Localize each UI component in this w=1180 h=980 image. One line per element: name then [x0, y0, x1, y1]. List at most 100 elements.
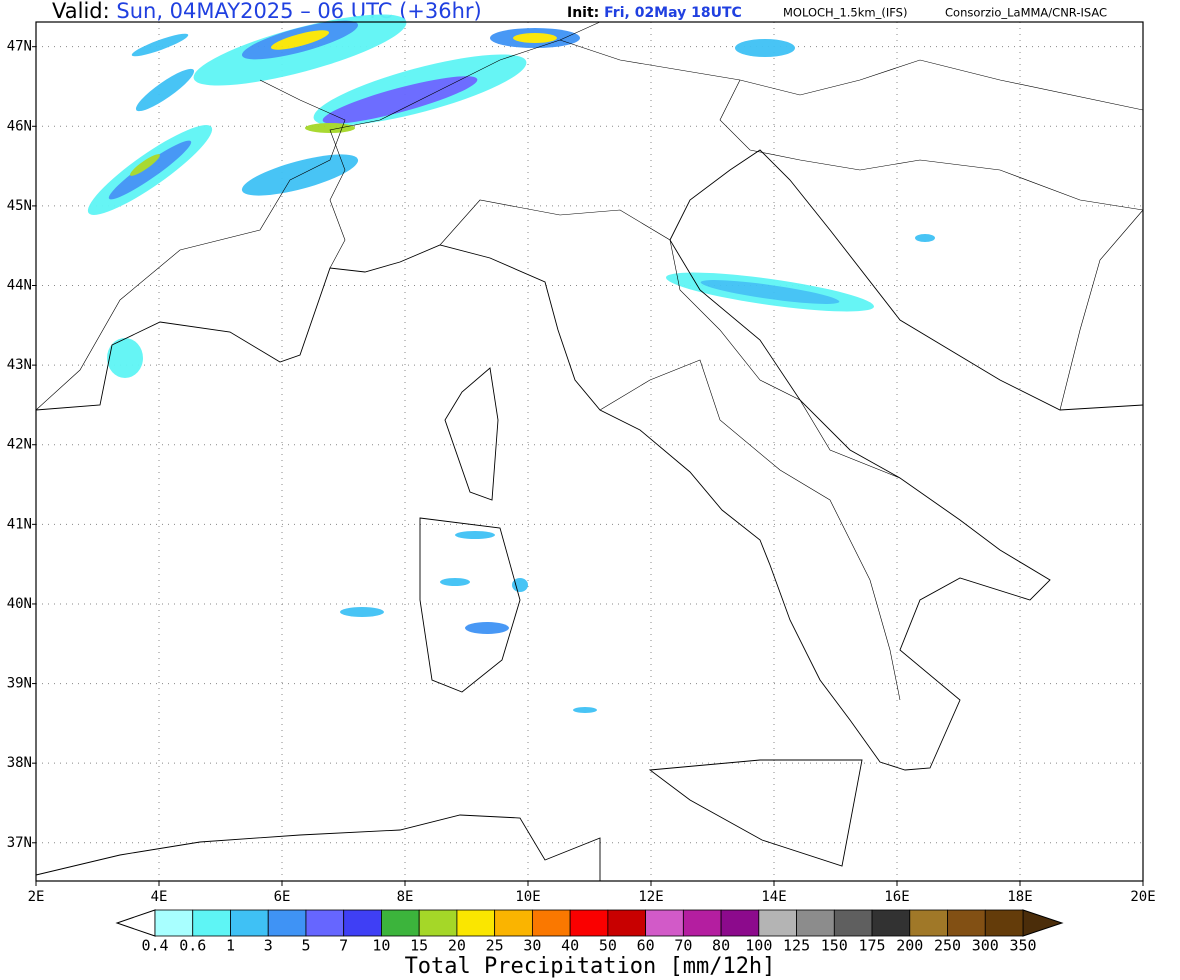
colorbar-box: [947, 909, 986, 937]
valid-label: Valid:: [52, 0, 110, 23]
precipitation: [87, 14, 935, 713]
precip-area: [135, 68, 195, 112]
y-tick-label: 38N: [7, 755, 32, 771]
colorbar-over: [1022, 909, 1064, 937]
x-tick-label: 18E: [1007, 889, 1032, 905]
colorbar-box: [154, 909, 194, 937]
colorbar-box: [871, 909, 911, 937]
precip-area: [735, 39, 795, 57]
colorbar-label: 30: [523, 937, 541, 955]
init-time: Fri, 02May 18UTC: [604, 5, 742, 21]
colorbar-box: [494, 909, 533, 937]
map-frame: [35, 21, 1144, 882]
colorbar-label: 150: [821, 937, 848, 955]
colorbar-box: [267, 909, 307, 937]
border: [35, 79, 346, 411]
border: [559, 39, 1144, 111]
header-valid: Valid: Sun, 04MAY2025 – 06 UTC (+36hr): [52, 0, 482, 23]
border: [329, 21, 601, 269]
legend-title: Total Precipitation [mm/12h]: [405, 954, 776, 979]
colorbar-label: 80: [712, 937, 730, 955]
x-tick-label: 2E: [28, 889, 45, 905]
precip-area: [700, 280, 840, 304]
precip-area: [340, 607, 384, 617]
colorbar-box: [343, 909, 382, 937]
header-init: Init: Fri, 02May 18UTC: [567, 5, 742, 21]
colorbar-label: 250: [934, 937, 961, 955]
y-tick-label: 47N: [7, 39, 32, 55]
colorbar-box: [569, 909, 609, 937]
colorbar-label: 3: [264, 937, 273, 955]
colorbar-label: 25: [486, 937, 504, 955]
colorbar-box: [456, 909, 496, 937]
colorbar-label: 175: [858, 937, 885, 955]
colorbar-box: [607, 909, 647, 937]
y-tick-label: 39N: [7, 676, 32, 692]
precip-area: [270, 30, 330, 50]
colorbar-label: 100: [745, 937, 772, 955]
x-tick-label: 8E: [397, 889, 414, 905]
colorbar-label: 40: [561, 937, 579, 955]
colorbar-box: [305, 909, 345, 937]
coastline: [35, 149, 1144, 771]
colorbar-label: 0.4: [141, 937, 168, 955]
x-tick-label: 12E: [638, 889, 663, 905]
colorbar-label: 0.6: [179, 937, 206, 955]
corsica: [444, 367, 499, 501]
colorbar-box: [682, 909, 722, 937]
colorbar-box: [909, 909, 948, 937]
colorbar-label: 10: [372, 937, 390, 955]
colorbar-box: [720, 909, 760, 937]
colorbar-box: [758, 909, 797, 937]
colorbar-label: 7: [339, 937, 348, 955]
y-tick-label: 40N: [7, 596, 32, 612]
precip-area: [130, 154, 160, 176]
valid-time: Sun, 04MAY2025 – 06 UTC (+36hr): [116, 0, 481, 23]
border: [599, 359, 901, 701]
precip-area: [107, 338, 143, 378]
y-tick-label: 43N: [7, 357, 32, 373]
colorbar-label: 300: [972, 937, 999, 955]
colorbar-box: [531, 909, 571, 937]
colorbar-under: [115, 909, 156, 937]
y-tick-label: 44N: [7, 278, 32, 294]
precip-area: [108, 140, 192, 200]
colorbar-box: [833, 909, 873, 937]
y-tick-label: 37N: [7, 835, 32, 851]
precip-area: [322, 76, 478, 124]
precip-area: [440, 578, 470, 586]
precip-area: [305, 123, 355, 133]
colorbar-label: 70: [674, 937, 692, 955]
grid: [36, 22, 1143, 881]
colorbar-box: [418, 909, 458, 937]
colorbar-label: 15: [410, 937, 428, 955]
colorbar-box: [381, 909, 420, 937]
colorbar-label: 60: [637, 937, 655, 955]
colorbar: 0.4 0.6 1 3 5 7 10 15 20 25 30 40 50 60 70 80 100 125 150 1…: [115, 909, 1064, 955]
colorbar-label: 350: [1009, 937, 1036, 955]
precip-area: [512, 578, 528, 592]
y-tick-label: 41N: [7, 516, 32, 532]
colorbar-box: [645, 909, 684, 937]
y-tick-label: 45N: [7, 198, 32, 214]
colorbar-label: 5: [301, 937, 310, 955]
init-label: Init:: [567, 5, 599, 21]
colorbar-label: 200: [896, 937, 923, 955]
colorbar-label: 125: [783, 937, 810, 955]
colorbar-label: 50: [599, 937, 617, 955]
colorbar-box: [192, 909, 231, 937]
colorbar-box: [230, 909, 269, 937]
x-tick-label: 14E: [761, 889, 786, 905]
x-tick-label: 6E: [274, 889, 291, 905]
y-tick-label: 46N: [7, 118, 32, 134]
precip-area: [573, 707, 597, 713]
x-tick-label: 4E: [151, 889, 168, 905]
y-tick-label: 42N: [7, 437, 32, 453]
colorbar-label: 1: [226, 937, 235, 955]
precip-area: [455, 531, 495, 539]
model-name: MOLOCH_1.5km_(IFS): [783, 6, 907, 20]
precip-area: [915, 234, 935, 242]
x-tick-label: 10E: [515, 889, 540, 905]
africa-coast: [35, 814, 601, 881]
